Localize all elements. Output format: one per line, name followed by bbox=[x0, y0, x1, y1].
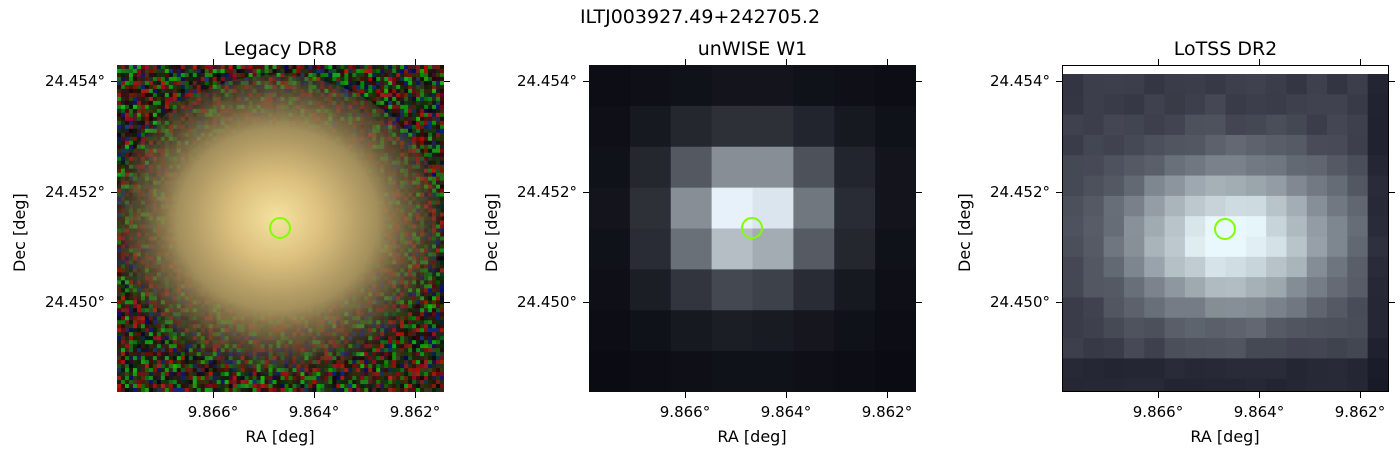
ytick-mark bbox=[1389, 302, 1395, 303]
xtick-label: 9.864° bbox=[288, 403, 340, 421]
xtick-label: 9.862° bbox=[1334, 403, 1386, 421]
ytick-mark bbox=[444, 81, 450, 82]
ytick-mark bbox=[111, 302, 117, 303]
ytick-mark bbox=[111, 81, 117, 82]
xtick-mark bbox=[1158, 59, 1159, 65]
y-axis-label: Dec [deg] bbox=[10, 193, 29, 272]
xtick-mark bbox=[685, 392, 686, 398]
ytick-mark bbox=[444, 302, 450, 303]
panel-unwise-w1: unWISE W1 24.454° 24.452° 24.450° 9.866°… bbox=[472, 0, 942, 458]
ytick-label: 24.454° bbox=[990, 72, 1050, 90]
xtick-mark bbox=[415, 392, 416, 398]
ytick-mark bbox=[111, 192, 117, 193]
ytick-label: 24.450° bbox=[517, 293, 577, 311]
xtick-label: 9.866° bbox=[1132, 403, 1184, 421]
xtick-label: 9.866° bbox=[187, 403, 239, 421]
figure-title: ILTJ003927.49+242705.2 bbox=[579, 6, 821, 28]
xtick-mark bbox=[786, 59, 787, 65]
xtick-mark bbox=[887, 392, 888, 398]
y-axis-label: Dec [deg] bbox=[955, 193, 974, 272]
y-axis-label: Dec [deg] bbox=[482, 193, 501, 272]
lotss-pixel-grid bbox=[1063, 74, 1388, 391]
ytick-label: 24.452° bbox=[990, 183, 1050, 201]
xtick-mark bbox=[415, 59, 416, 65]
ytick-mark bbox=[583, 81, 589, 82]
ytick-mark bbox=[583, 192, 589, 193]
xtick-label: 9.862° bbox=[861, 403, 913, 421]
unwise-image bbox=[589, 65, 916, 392]
xtick-mark bbox=[1259, 392, 1260, 398]
xtick-mark bbox=[685, 59, 686, 65]
ytick-label: 24.450° bbox=[45, 293, 105, 311]
x-axis-label: RA [deg] bbox=[717, 427, 787, 446]
xtick-mark bbox=[1158, 392, 1159, 398]
source-marker-circle bbox=[269, 217, 291, 239]
ytick-label: 24.454° bbox=[517, 72, 577, 90]
ytick-mark bbox=[1056, 302, 1062, 303]
xtick-mark bbox=[314, 59, 315, 65]
ytick-mark bbox=[1056, 81, 1062, 82]
legacy-image bbox=[117, 65, 444, 392]
ytick-mark bbox=[916, 192, 922, 193]
panel-title: unWISE W1 bbox=[697, 38, 808, 60]
ytick-mark bbox=[1056, 192, 1062, 193]
panel-lotss-dr2: LoTSS DR2 24.454° 24.452° 24.450° 9.866°… bbox=[945, 0, 1400, 458]
xtick-mark bbox=[786, 392, 787, 398]
source-marker-circle bbox=[741, 217, 763, 239]
xtick-label: 9.864° bbox=[760, 403, 812, 421]
ytick-label: 24.452° bbox=[45, 183, 105, 201]
x-axis-label: RA [deg] bbox=[1190, 427, 1260, 446]
xtick-mark bbox=[887, 59, 888, 65]
xtick-label: 9.866° bbox=[659, 403, 711, 421]
ytick-mark bbox=[444, 192, 450, 193]
ytick-mark bbox=[1389, 192, 1395, 193]
ytick-label: 24.452° bbox=[517, 183, 577, 201]
xtick-mark bbox=[213, 392, 214, 398]
ytick-label: 24.454° bbox=[45, 72, 105, 90]
ytick-mark bbox=[1389, 81, 1395, 82]
xtick-mark bbox=[1360, 59, 1361, 65]
xtick-label: 9.862° bbox=[389, 403, 441, 421]
xtick-label: 9.864° bbox=[1233, 403, 1285, 421]
xtick-mark bbox=[213, 59, 214, 65]
lotss-image bbox=[1062, 65, 1389, 392]
ytick-label: 24.450° bbox=[990, 293, 1050, 311]
xtick-mark bbox=[1259, 59, 1260, 65]
ytick-mark bbox=[916, 81, 922, 82]
ytick-mark bbox=[583, 302, 589, 303]
xtick-mark bbox=[314, 392, 315, 398]
panel-title: Legacy DR8 bbox=[223, 38, 338, 60]
ytick-mark bbox=[916, 302, 922, 303]
panel-title: LoTSS DR2 bbox=[1173, 38, 1278, 60]
x-axis-label: RA [deg] bbox=[245, 427, 315, 446]
source-marker-circle bbox=[1214, 218, 1236, 240]
panel-legacy-dr8: Legacy DR8 24.454° 24.452° 24.450° bbox=[0, 0, 470, 458]
xtick-mark bbox=[1360, 392, 1361, 398]
unwise-pixel-grid bbox=[589, 65, 916, 392]
